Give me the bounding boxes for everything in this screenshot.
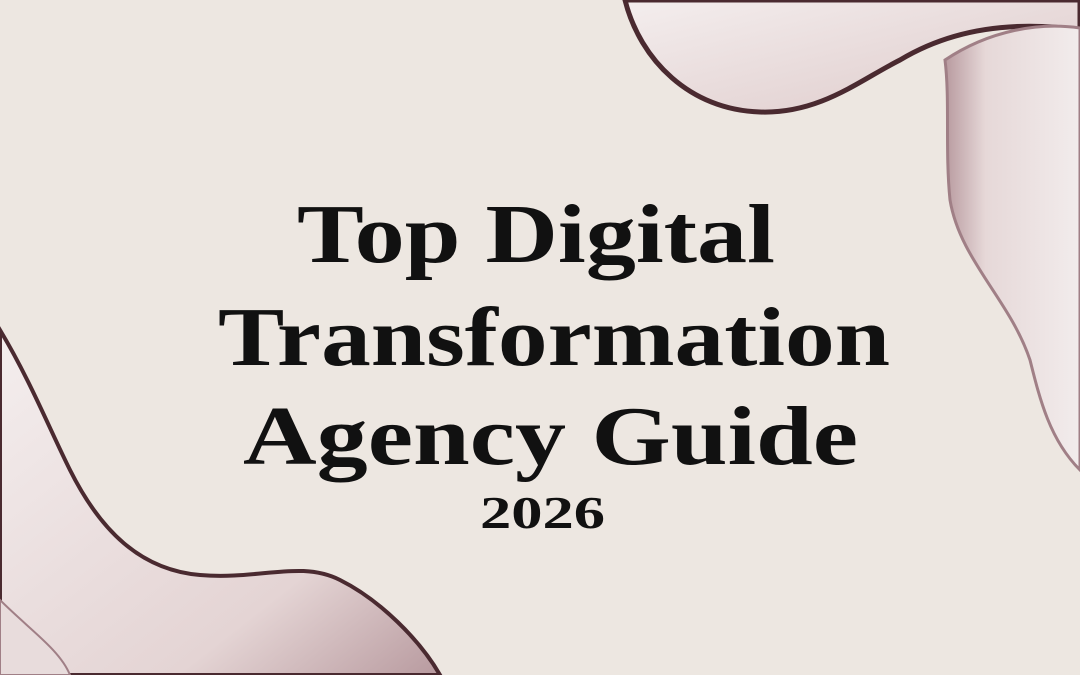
ink-blob-top-right	[622, 0, 1080, 473]
title-line-3: Agency Guide	[243, 390, 858, 483]
year-label: 2026	[480, 487, 605, 538]
title-line-2: Transformation	[218, 291, 890, 384]
ink-blob-bottom-left	[0, 326, 443, 675]
title-line-1: Top Digital	[297, 188, 775, 281]
